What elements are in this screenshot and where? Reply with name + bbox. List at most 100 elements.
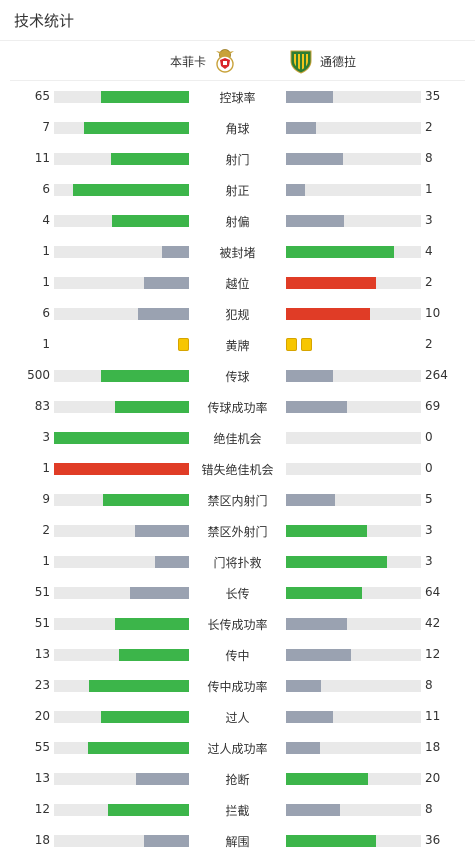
home-bar-fill	[110, 153, 189, 165]
home-bar-fill	[83, 122, 189, 134]
home-bar-fill	[129, 587, 189, 599]
stat-label: 控球率	[219, 91, 256, 105]
home-bar-track	[54, 804, 189, 816]
stat-row: 18 解围 36	[0, 825, 475, 856]
home-value: 1	[42, 554, 50, 568]
home-bar-fill	[114, 401, 189, 413]
home-value: 23	[34, 678, 50, 692]
stat-label: 过人成功率	[207, 742, 268, 756]
away-value: 18	[425, 740, 441, 754]
stat-row: 65 控球率 35	[0, 81, 475, 112]
away-bar-fill	[286, 835, 377, 847]
stat-row: 6 射正 1	[0, 174, 475, 205]
home-bar-track	[54, 370, 189, 382]
stat-row: 23 传中成功率 8	[0, 670, 475, 701]
away-bar-track	[286, 742, 421, 754]
home-team[interactable]: 本菲卡	[170, 48, 238, 74]
home-bar-track	[54, 680, 189, 692]
home-value: 20	[34, 709, 50, 723]
away-bar-track	[286, 804, 421, 816]
home-bar-fill	[155, 556, 189, 568]
home-bar-track	[54, 525, 189, 537]
away-bar-fill	[286, 773, 369, 785]
stat-row: 1 门将扑救 3	[0, 546, 475, 577]
away-value: 5	[425, 492, 433, 506]
home-bar-track	[54, 277, 189, 289]
stat-row: 500 传球 264	[0, 360, 475, 391]
home-bar-track	[54, 711, 189, 723]
stat-label: 传中	[225, 649, 250, 663]
home-value: 4	[42, 213, 50, 227]
stat-row: 83 传球成功率 69	[0, 391, 475, 422]
stat-label: 禁区外射门	[207, 525, 268, 539]
home-bar-fill	[137, 308, 189, 320]
away-bar-track	[286, 773, 421, 785]
away-bar-fill	[286, 711, 334, 723]
home-value: 18	[34, 833, 50, 847]
away-team[interactable]: 通德拉	[288, 48, 356, 74]
stat-row: 3 绝佳机会 0	[0, 422, 475, 453]
home-bar-fill	[89, 680, 189, 692]
away-bar-track	[286, 618, 421, 630]
home-value: 51	[34, 616, 50, 630]
away-bar-track	[286, 525, 421, 537]
away-bar-track	[286, 91, 421, 103]
away-yellow-cards	[286, 338, 312, 352]
away-value: 35	[425, 89, 441, 103]
home-bar-fill	[144, 835, 189, 847]
stat-label: 错失绝佳机会	[201, 463, 274, 477]
home-bar-fill	[136, 773, 189, 785]
home-bar-track	[54, 153, 189, 165]
away-value: 36	[425, 833, 441, 847]
stat-label: 射正	[225, 184, 250, 198]
home-bar-fill	[87, 742, 189, 754]
away-bar-track	[286, 587, 421, 599]
stat-row: 6 犯规 10	[0, 298, 475, 329]
home-value: 51	[34, 585, 50, 599]
away-bar-fill	[286, 277, 377, 289]
home-value: 83	[34, 399, 50, 413]
stat-label: 绝佳机会	[213, 432, 262, 446]
home-bar-fill	[108, 804, 189, 816]
stat-row: 1 越位 2	[0, 267, 475, 298]
away-bar-fill	[286, 215, 345, 227]
away-bar-track	[286, 153, 421, 165]
away-value: 69	[425, 399, 441, 413]
stat-row: 12 拦截 8	[0, 794, 475, 825]
home-value: 500	[27, 368, 50, 382]
away-bar-track	[286, 835, 421, 847]
stat-row: 11 射门 8	[0, 143, 475, 174]
away-bar-fill	[286, 494, 335, 506]
stat-label: 犯规	[225, 308, 250, 322]
stat-label: 射门	[225, 153, 250, 167]
away-value: 3	[425, 213, 433, 227]
home-value: 1	[42, 244, 50, 258]
away-bar-fill	[286, 370, 334, 382]
away-bar-track	[286, 463, 421, 475]
home-value: 6	[42, 306, 50, 320]
home-bar-track	[54, 835, 189, 847]
home-bar-fill	[114, 618, 189, 630]
home-bar-fill	[54, 432, 189, 444]
home-bar-fill	[72, 184, 189, 196]
away-bar-fill	[286, 680, 322, 692]
stat-label: 禁区内射门	[207, 494, 268, 508]
benfica-crest-icon	[216, 49, 234, 73]
away-value: 2	[425, 120, 433, 134]
home-value: 12	[34, 802, 50, 816]
stat-label: 长传	[225, 587, 250, 601]
home-yellow-cards	[178, 338, 189, 352]
home-value: 6	[42, 182, 50, 196]
home-bar-fill	[112, 215, 189, 227]
home-value: 1	[42, 337, 50, 351]
home-value: 9	[42, 492, 50, 506]
home-bar-track	[54, 742, 189, 754]
away-bar-fill	[286, 401, 347, 413]
stat-label: 被封堵	[219, 246, 256, 260]
away-bar-track	[286, 308, 421, 320]
stat-label: 解围	[225, 835, 250, 849]
stat-label: 黄牌	[225, 339, 250, 353]
home-bar-track	[54, 122, 189, 134]
stat-row: 51 长传成功率 42	[0, 608, 475, 639]
page-title: 技术统计	[14, 12, 75, 30]
